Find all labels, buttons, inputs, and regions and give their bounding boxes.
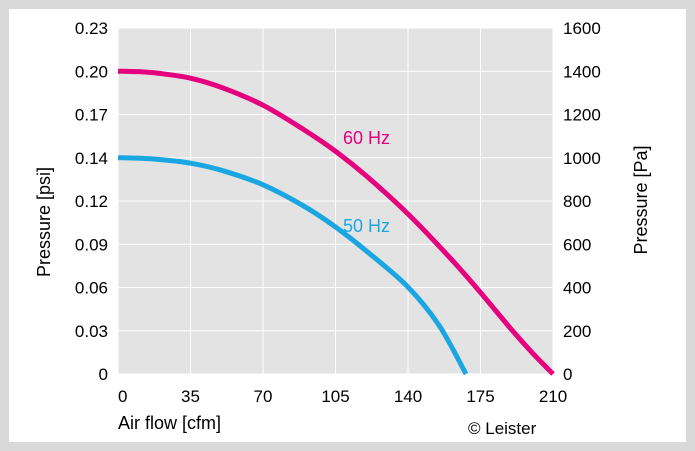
series-60-hz-line <box>117 68 555 376</box>
x-axis-label: Air flow [cfm] <box>118 413 221 433</box>
series-60-hz-label: 60 Hz <box>343 128 390 148</box>
series-50-hz-line <box>117 155 469 376</box>
y-axis-right-label: Pressure [Pa] <box>631 145 651 254</box>
y-axis-left-label: Pressure [psi] <box>34 167 54 277</box>
x-tick-label: 105 <box>321 387 349 406</box>
y-right-tick-label: 1600 <box>563 19 601 38</box>
y-right-tick-label: 600 <box>563 235 591 254</box>
series-50-hz-label: 50 Hz <box>343 216 390 236</box>
y-left-tick-label: 0.23 <box>75 19 108 38</box>
y-left-tick-label: 0.03 <box>75 322 108 341</box>
y-right-tick-label: 800 <box>563 192 591 211</box>
series-lines: 60 Hz 50 Hz <box>117 68 555 376</box>
x-tick-label: 35 <box>181 387 200 406</box>
y-right-tick-label: 1400 <box>563 62 601 81</box>
y-left-tick-label: 0.14 <box>75 149 108 168</box>
y-left-tick-label: 0.06 <box>75 279 108 298</box>
y-right-tick-label: 0 <box>563 365 572 384</box>
y-left-tick-label: 0.09 <box>75 235 108 254</box>
y-left-tick-label: 0.17 <box>75 106 108 125</box>
y-right-tick-label: 1200 <box>563 106 601 125</box>
x-tick-label: 0 <box>118 387 127 406</box>
x-tick-label: 140 <box>394 387 422 406</box>
x-axis-ticks: 0 35 70 105 140 175 210 <box>118 387 567 406</box>
y-right-tick-label: 1000 <box>563 149 601 168</box>
x-tick-label: 175 <box>466 387 494 406</box>
y-axis-right-ticks: 1600 1400 1200 1000 800 600 400 200 0 <box>563 19 601 384</box>
y-right-tick-label: 200 <box>563 322 591 341</box>
x-tick-label: 210 <box>539 387 567 406</box>
y-left-tick-label: 0.12 <box>75 192 108 211</box>
x-tick-label: 70 <box>254 387 273 406</box>
grid-lines <box>117 27 554 375</box>
y-left-tick-label: 0 <box>99 365 108 384</box>
y-right-tick-label: 400 <box>563 279 591 298</box>
copyright-credit: © Leister <box>468 419 537 438</box>
y-axis-left-ticks: 0.23 0.20 0.17 0.14 0.12 0.09 0.06 0.03 0 <box>75 19 108 384</box>
y-left-tick-label: 0.20 <box>75 62 108 81</box>
